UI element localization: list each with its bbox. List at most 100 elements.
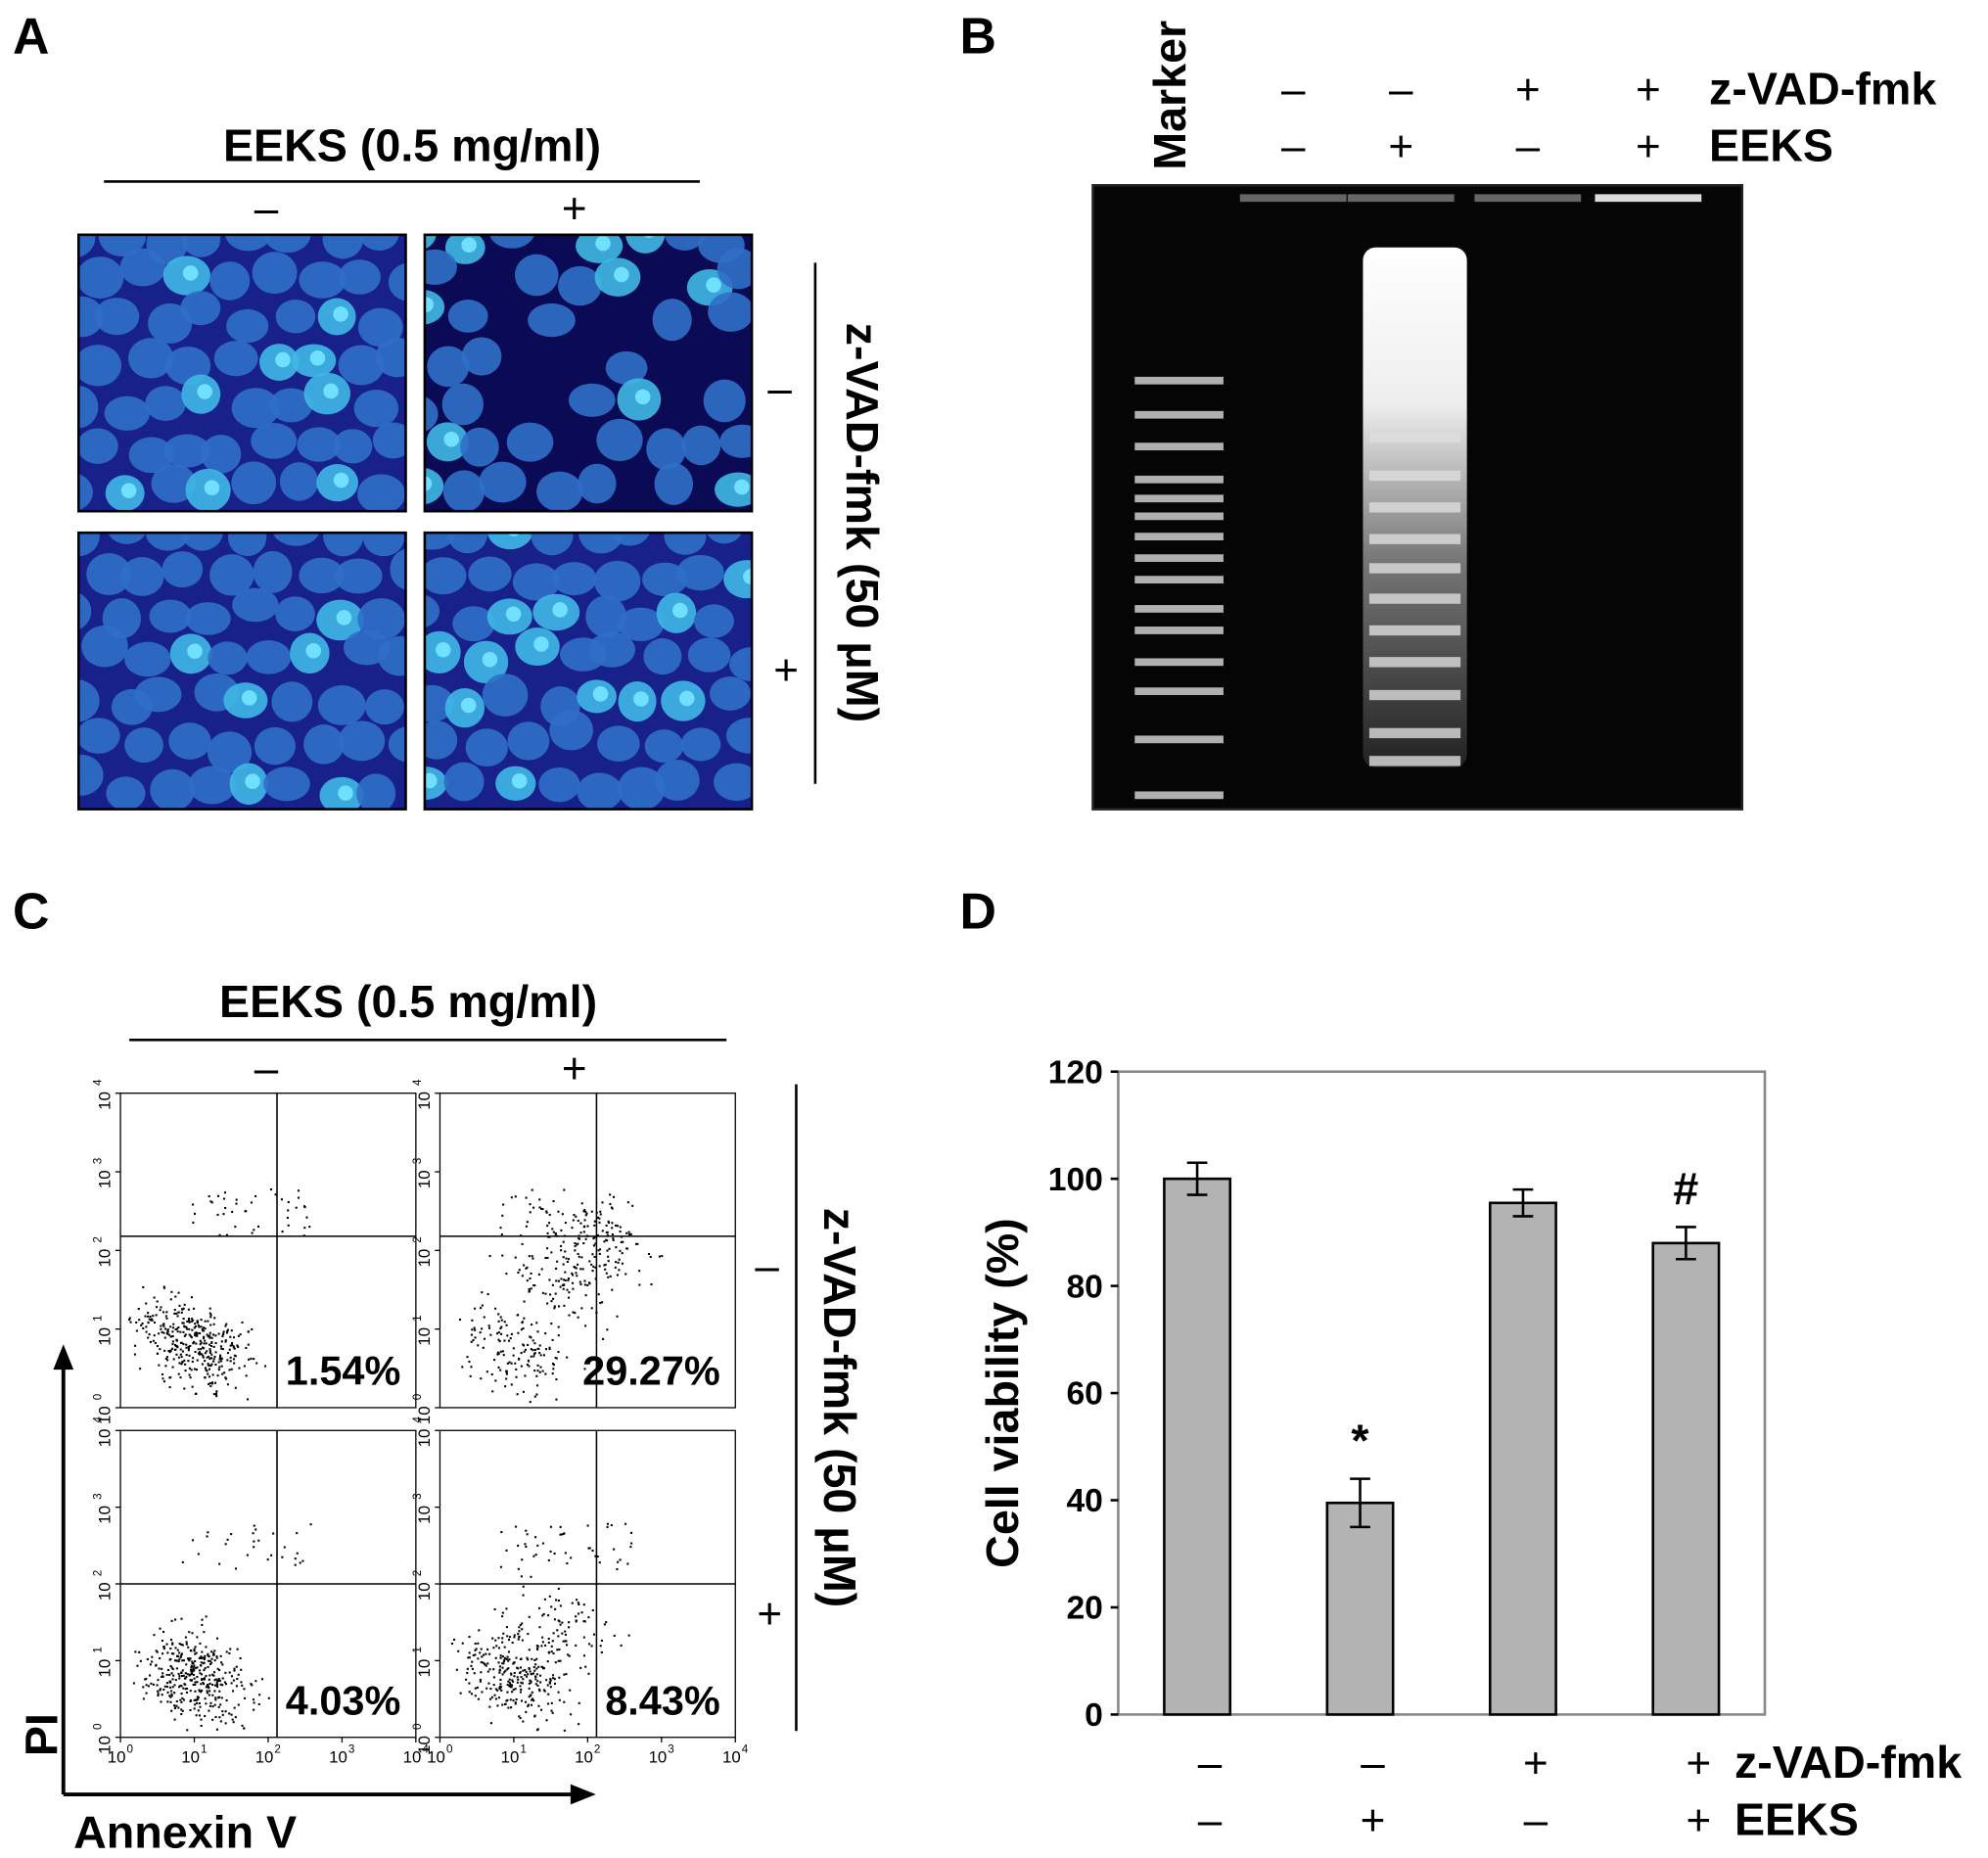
event-dot (593, 1224, 596, 1227)
nucleus (557, 265, 602, 306)
event-dot (158, 1332, 161, 1335)
event-dot (588, 1260, 591, 1263)
event-dot (235, 1685, 238, 1688)
event-dot (611, 1227, 614, 1230)
event-dot (165, 1356, 168, 1359)
event-dot (577, 1612, 580, 1615)
event-dot (208, 1382, 211, 1385)
event-dot (487, 1324, 490, 1327)
condition-sign: + (1636, 66, 1661, 114)
event-dot (481, 1327, 484, 1330)
event-dot (196, 1681, 199, 1684)
event-dot (174, 1295, 177, 1298)
event-dot (601, 1301, 604, 1304)
event-dot (544, 1332, 547, 1335)
event-dot (552, 1651, 555, 1655)
x-tick-exponent: 1 (520, 1742, 526, 1755)
event-dot (580, 1611, 583, 1614)
event-dot (213, 1355, 216, 1359)
event-dot (204, 1656, 207, 1659)
event-dot (220, 1365, 223, 1368)
event-dot (526, 1221, 529, 1224)
event-dot (624, 1522, 627, 1525)
event-dot (593, 1236, 596, 1239)
nucleus (468, 556, 512, 592)
nucleus (78, 386, 99, 429)
row-sign: – (755, 1242, 779, 1290)
event-dot (196, 1321, 199, 1324)
event-dot (472, 1653, 475, 1657)
event-dot (518, 1715, 521, 1718)
event-dot (183, 1325, 186, 1328)
event-dot (605, 1238, 608, 1241)
event-dot (217, 1369, 220, 1371)
event-dot (161, 1694, 163, 1696)
event-dot (561, 1533, 564, 1536)
nucleus-spot (245, 773, 260, 789)
nucleus (78, 296, 104, 338)
event-dot (510, 1362, 513, 1365)
event-dot (193, 1648, 196, 1650)
event-dot (224, 1710, 227, 1713)
row-sign: + (773, 647, 799, 695)
column-sign: + (562, 1045, 587, 1092)
event-dot (488, 1705, 491, 1708)
event-dot (575, 1644, 578, 1647)
nucleus (424, 249, 457, 285)
event-dot (158, 1364, 161, 1367)
ladder-band (1134, 627, 1224, 634)
event-dot (214, 1716, 217, 1719)
event-dot (190, 1664, 193, 1667)
event-dot (507, 1659, 510, 1662)
nucleus-spot (595, 235, 611, 252)
event-dot (180, 1653, 183, 1656)
event-dot (193, 1698, 196, 1701)
event-dot (521, 1322, 524, 1324)
event-dot (515, 1368, 518, 1370)
event-dot (529, 1335, 532, 1338)
event-dot (605, 1224, 608, 1227)
event-dot (485, 1664, 487, 1667)
event-dot (504, 1702, 507, 1706)
event-dot (171, 1330, 174, 1333)
event-dot (223, 1681, 226, 1684)
event-dot (474, 1695, 477, 1697)
event-dot (554, 1231, 557, 1234)
event-dot (194, 1681, 197, 1684)
event-dot (216, 1374, 219, 1377)
event-dot (628, 1233, 631, 1236)
event-dot (514, 1195, 517, 1198)
event-dot (207, 1372, 209, 1375)
error-bar (1350, 1477, 1370, 1529)
condition-sign: + (1388, 123, 1413, 171)
nucleus (549, 710, 593, 751)
event-dot (627, 1231, 630, 1233)
event-dot (299, 1561, 301, 1564)
event-dot (211, 1373, 214, 1376)
panel-letter: B (960, 8, 996, 65)
event-dot (481, 1655, 484, 1658)
event-dot (549, 1525, 552, 1528)
event-dot (562, 1263, 565, 1266)
event-dot (505, 1657, 508, 1660)
event-dot (620, 1644, 623, 1647)
y-tick-label: 100 (92, 1393, 115, 1424)
event-dot (208, 1694, 210, 1696)
nucleus (108, 533, 147, 544)
event-dot (173, 1312, 176, 1315)
event-dot (224, 1340, 227, 1343)
event-dot (246, 1398, 250, 1401)
nucleus (104, 395, 150, 431)
event-dot (474, 1328, 477, 1331)
event-dot (281, 1556, 284, 1558)
event-dot (566, 1356, 569, 1359)
event-dot (177, 1311, 180, 1314)
event-dot (584, 1324, 587, 1327)
log-base: 10 (96, 1582, 115, 1601)
event-dot (174, 1618, 177, 1621)
event-dot (192, 1673, 195, 1677)
event-dot (208, 1678, 210, 1681)
event-dot (181, 1644, 184, 1647)
event-dot (237, 1334, 240, 1337)
event-dot (178, 1651, 181, 1654)
